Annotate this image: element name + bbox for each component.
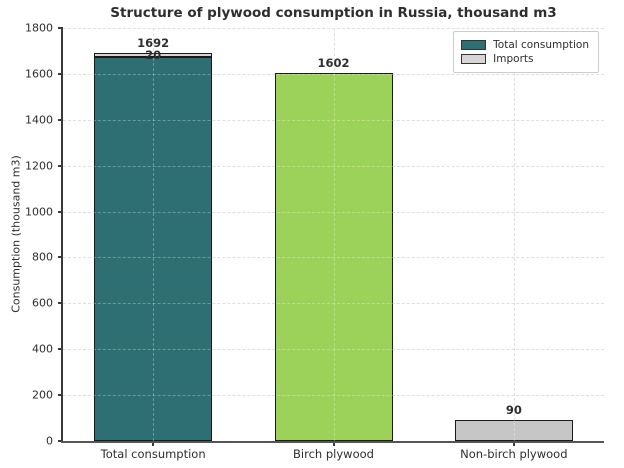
y-tick-label: 1200 — [25, 159, 53, 173]
x-tick-label: Non-birch plywood — [460, 447, 568, 461]
plot-area: 20 1692 1602 90 Total consumption Imports — [61, 28, 604, 443]
x-tick-mark — [152, 441, 155, 446]
bar-total-label: 1602 — [317, 56, 350, 71]
x-tick-label: Total consumption — [100, 447, 206, 461]
v-gridline-overlay — [513, 28, 515, 441]
segment-value-label: 20 — [145, 48, 162, 63]
y-tick-label: 200 — [32, 388, 53, 402]
y-tick-label: 800 — [32, 250, 53, 264]
v-gridline — [513, 28, 515, 441]
legend-item: Total consumption — [461, 39, 589, 51]
y-tick-label: 600 — [32, 296, 53, 310]
y-tick-label: 1800 — [25, 21, 53, 35]
y-axis-line — [61, 28, 63, 441]
legend-item: Imports — [461, 53, 589, 65]
y-tick-mark — [58, 348, 63, 351]
y-tick-mark — [58, 27, 63, 29]
v-gridline-overlay — [153, 28, 155, 441]
y-tick-mark — [58, 440, 63, 442]
bar-segment-imports — [94, 52, 213, 58]
h-gridline-overlay — [63, 165, 604, 167]
y-tick-mark — [58, 118, 63, 121]
bar-total-label: 1692 — [137, 35, 170, 50]
x-tick-mark — [332, 441, 335, 446]
h-gridline-overlay — [63, 119, 604, 121]
y-tick-label: 1400 — [25, 113, 53, 127]
y-tick-label: 1600 — [25, 67, 53, 81]
legend-label: Imports — [493, 53, 534, 65]
y-tick-mark — [58, 210, 63, 213]
h-gridline-overlay — [63, 73, 604, 75]
legend: Total consumption Imports — [453, 31, 599, 73]
y-tick-mark — [58, 256, 63, 259]
h-gridline-overlay — [63, 395, 604, 397]
bar-segment-total-consumption — [94, 57, 213, 441]
y-axis-ticks: 0 200 400 600 800 1000 1200 1400 1600 1800 — [0, 22, 63, 448]
bar-segment-birch-plywood — [274, 73, 393, 441]
bar-total-label: 90 — [505, 403, 522, 418]
y-tick-label: 400 — [32, 342, 53, 356]
x-axis-ticks: Total consumption Birch plywood Non-birch … — [63, 441, 604, 467]
chart-title: Structure of plywood consumption in Russ… — [110, 5, 557, 21]
y-tick-mark — [58, 302, 63, 305]
x-axis-line — [61, 441, 604, 443]
legend-swatch — [461, 40, 487, 50]
h-gridline-overlay — [63, 349, 604, 351]
y-tick-label: 0 — [46, 434, 53, 448]
legend-swatch — [461, 54, 487, 64]
y-tick-mark — [58, 72, 63, 75]
x-tick-mark — [512, 441, 515, 446]
v-gridline-overlay — [333, 28, 335, 441]
bar-segment-non-birch-plywood — [454, 420, 573, 441]
x-tick-label: Birch plywood — [293, 447, 374, 461]
h-gridline-overlay — [63, 28, 604, 29]
y-tick-mark — [58, 164, 63, 167]
h-gridline-overlay — [63, 211, 604, 213]
y-tick-mark — [58, 394, 63, 397]
y-tick-label: 1000 — [25, 205, 53, 219]
h-gridline-overlay — [63, 303, 604, 305]
h-gridline-overlay — [63, 257, 604, 259]
legend-label: Total consumption — [493, 39, 589, 51]
